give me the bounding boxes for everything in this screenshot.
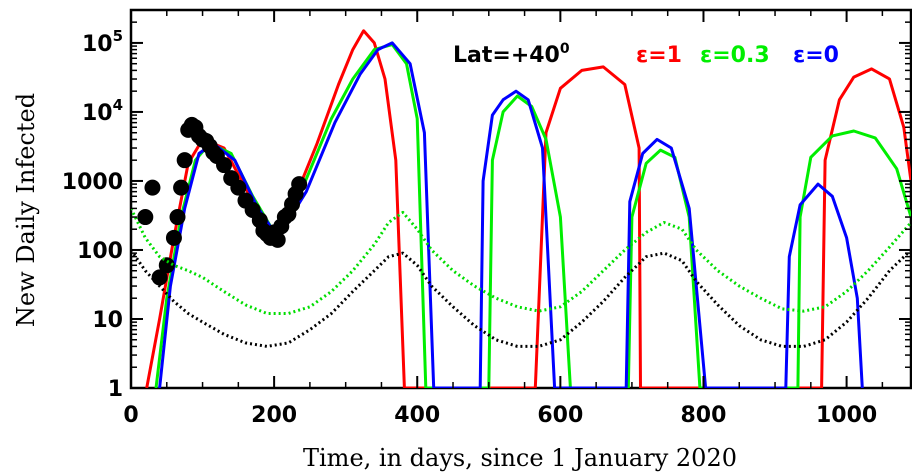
ticks-layer: 0 200 400 600 800 1000 1 10 100 1000 104 105 <box>62 9 911 428</box>
data-point-marker <box>144 179 161 196</box>
y-tick-label: 104 <box>82 96 123 126</box>
x-tick-label: 400 <box>394 403 440 428</box>
series-line-0 <box>145 29 911 388</box>
data-point-marker <box>176 152 193 169</box>
series-layer <box>131 29 911 388</box>
y-tick-label: 100 <box>77 239 123 264</box>
data-point-marker <box>173 179 190 196</box>
legend-entry: ε=0 <box>793 43 839 68</box>
x-tick-label: 800 <box>681 403 727 428</box>
legend-entry: ε=1 <box>636 43 682 68</box>
x-axis-title: Time, in days, since 1 January 2020 <box>303 444 737 472</box>
series-dotted-5 <box>131 248 911 348</box>
data-point-marker <box>165 229 182 246</box>
x-tick-label: 0 <box>123 403 138 428</box>
data-point-marker <box>230 179 247 196</box>
x-tick-label: 1000 <box>816 403 877 428</box>
data-point-marker <box>216 157 233 174</box>
series-dotted-4 <box>131 207 911 315</box>
data-point-marker <box>137 209 154 226</box>
x-tick-label: 200 <box>251 403 297 428</box>
data-point-marker <box>158 257 175 274</box>
data-point-marker <box>269 231 286 248</box>
y-tick-label: 1000 <box>62 170 123 195</box>
data-point-marker <box>169 209 186 226</box>
series-markers <box>137 116 308 286</box>
legend-entry: ε=0.3 <box>700 43 770 68</box>
y-tick-label: 105 <box>82 27 123 57</box>
data-point-marker <box>291 176 308 193</box>
y-tick-label: 1 <box>108 377 123 402</box>
x-tick-label: 600 <box>537 403 583 428</box>
latitude-annotation: Lat=+400 <box>453 41 570 68</box>
y-tick-label: 10 <box>92 308 123 333</box>
y-axis-title: New Daily Infected <box>12 93 40 327</box>
legend: Lat=+400 ε=1 ε=0.3 ε=0 <box>453 41 839 68</box>
